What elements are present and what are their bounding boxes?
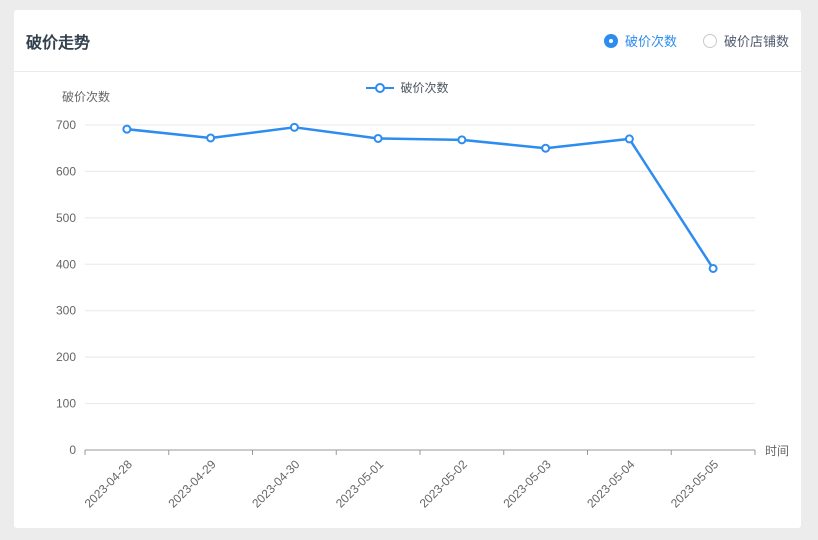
data-point[interactable] (206, 133, 216, 143)
price-break-trend-card: 破价走势 破价次数 破价店铺数 破价次数 破价次数 0 100 200 300 400 5… (14, 10, 801, 528)
y-tick-label: 400 (56, 257, 76, 271)
card-header: 破价走势 破价次数 破价店铺数 (14, 10, 801, 72)
metric-toggle-group: 破价次数 破价店铺数 (603, 31, 789, 50)
x-tick-label: 2023-05-01 (333, 457, 387, 511)
radio-option-break-count[interactable]: 破价次数 (603, 31, 677, 50)
line-chart-canvas: 0 100 200 300 400 500 600 700 2023-04-28 2023-04-… (56, 118, 789, 511)
y-tick-label: 0 (69, 443, 76, 457)
x-tick-label: 2023-04-28 (82, 457, 136, 511)
y-tick-label: 300 (56, 304, 76, 318)
y-tick-label: 500 (56, 211, 76, 225)
data-point[interactable] (457, 135, 467, 145)
data-point[interactable] (122, 124, 132, 134)
x-tick-label: 2023-05-04 (584, 457, 638, 511)
data-point[interactable] (541, 143, 551, 153)
y-tick-label: 700 (56, 118, 76, 132)
radio-label-break-count[interactable]: 破价次数 (624, 34, 677, 49)
y-tick-label: 100 (56, 397, 76, 411)
radio-label-break-shops[interactable]: 破价店铺数 (723, 34, 789, 49)
page-title: 破价走势 (26, 34, 91, 52)
radio-selected-icon[interactable] (603, 33, 618, 48)
x-tick-label: 2023-04-29 (165, 457, 219, 511)
data-point[interactable] (289, 122, 299, 132)
series-line (125, 126, 715, 270)
x-tick-label: 2023-05-02 (417, 457, 471, 511)
y-axis-name: 破价次数 (62, 90, 111, 104)
legend-label: 破价次数 (400, 81, 449, 95)
data-point[interactable] (373, 133, 383, 143)
x-tick-label: 2023-04-30 (249, 457, 303, 511)
chart-area: 破价次数 破价次数 0 100 200 300 400 500 600 700 2023-04-… (14, 72, 801, 527)
x-tick-label: 2023-05-05 (668, 457, 722, 511)
legend-line-marker-icon (366, 81, 395, 95)
radio-option-break-shops[interactable]: 破价店铺数 (702, 31, 789, 50)
x-tick-label: 2023-05-03 (500, 457, 554, 511)
y-tick-label: 600 (56, 164, 76, 178)
y-tick-label: 200 (56, 350, 76, 364)
chart-legend-item[interactable]: 破价次数 (14, 79, 801, 96)
data-point[interactable] (708, 263, 718, 273)
data-point[interactable] (624, 134, 634, 144)
radio-unselected-icon[interactable] (702, 33, 717, 48)
x-axis-name: 时间 (765, 444, 789, 458)
